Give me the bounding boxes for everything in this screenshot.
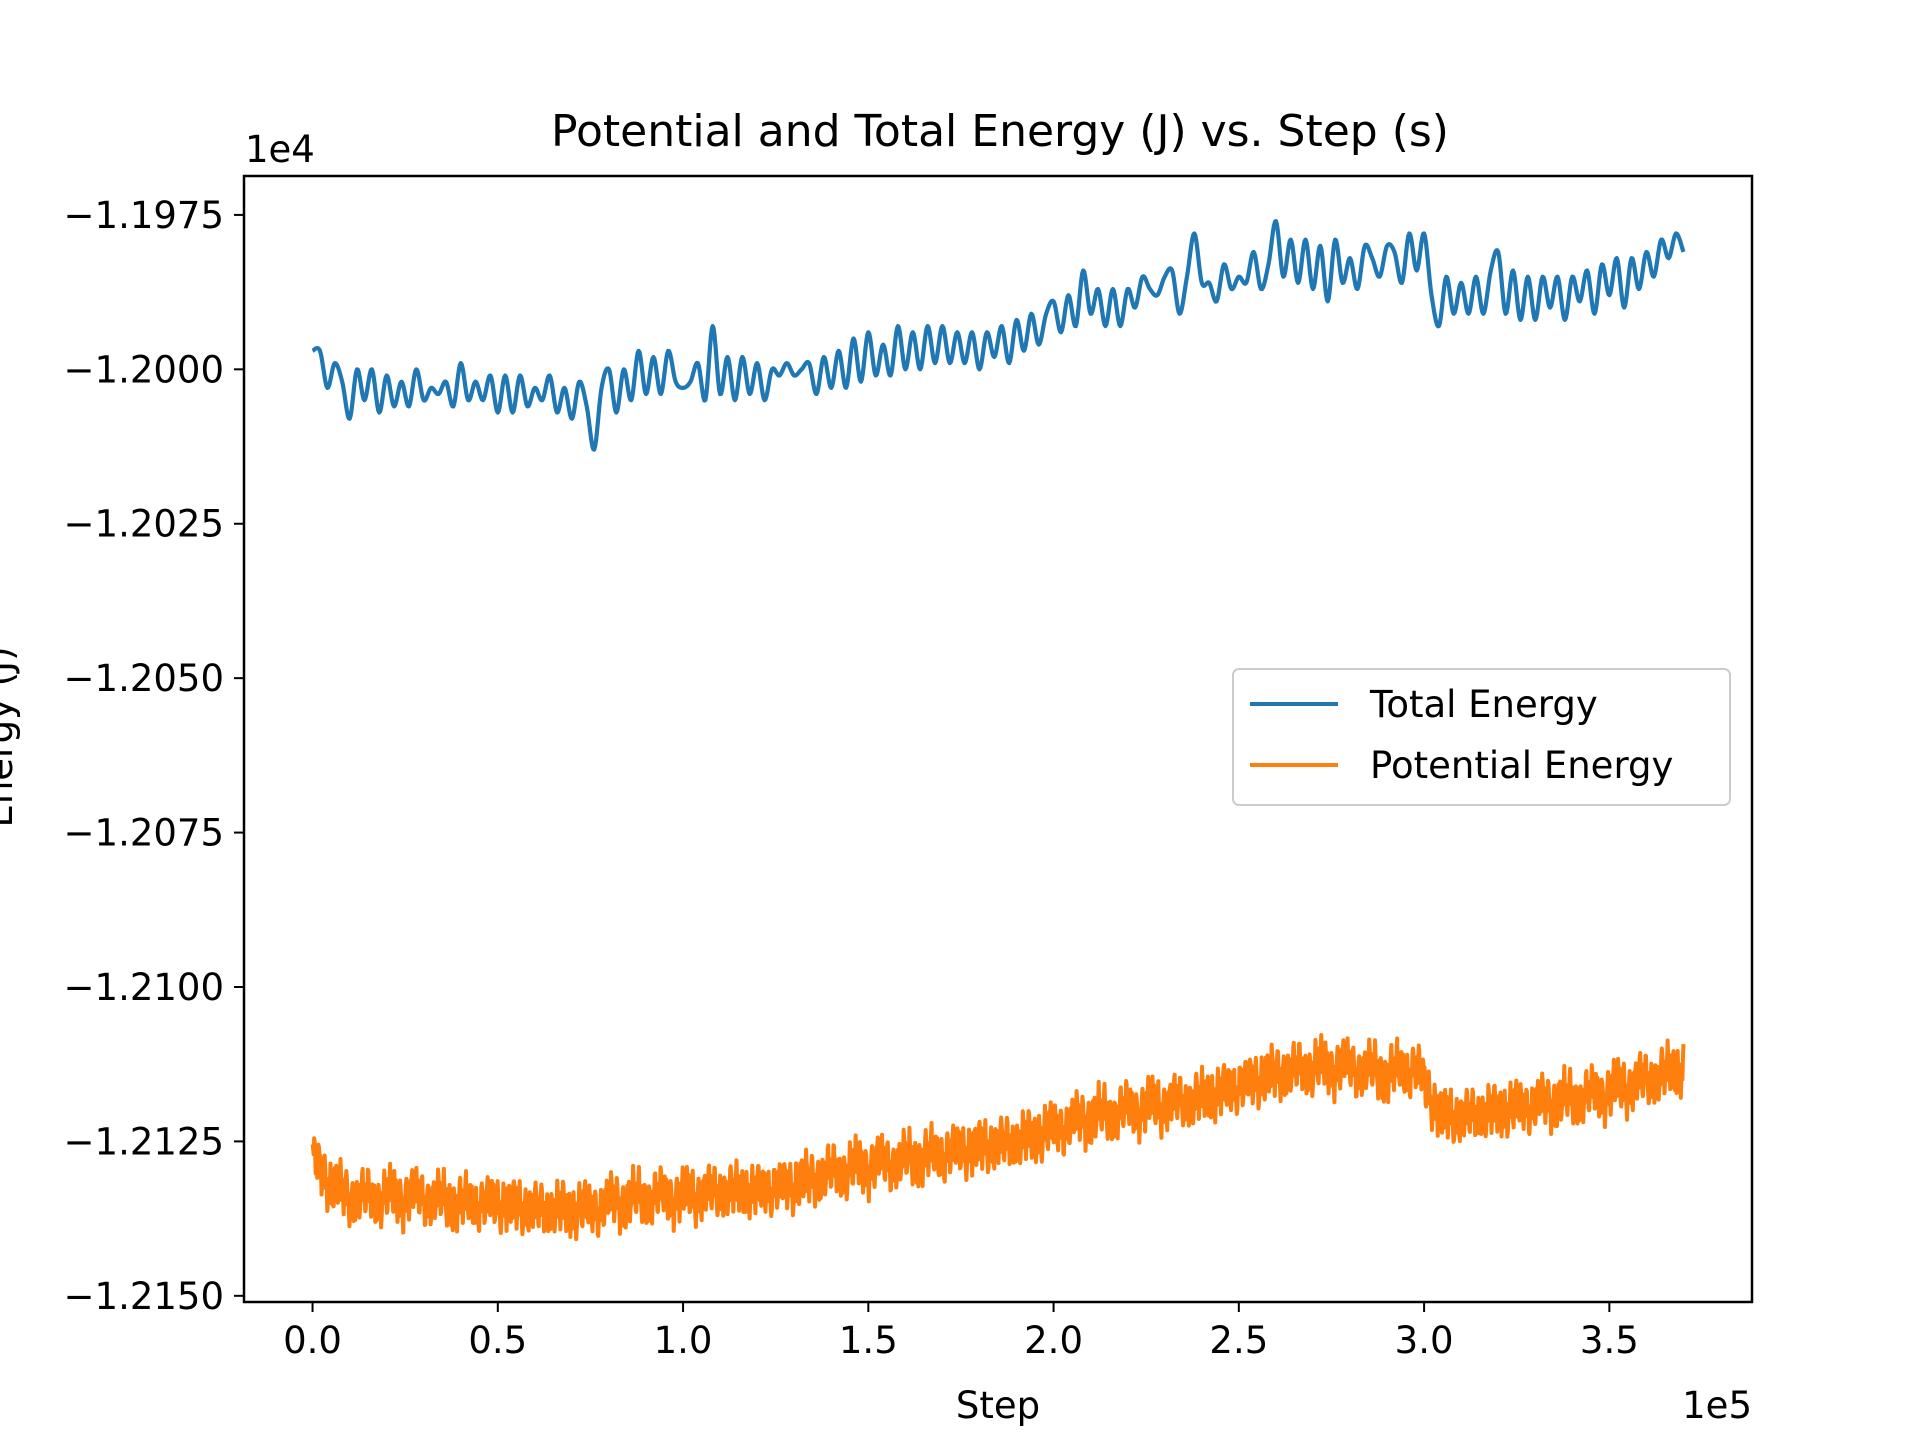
x-tick-label: 3.0 [1395, 1319, 1454, 1362]
x-tick-label: 1.0 [654, 1319, 713, 1362]
x-tick-label: 2.0 [1024, 1319, 1083, 1362]
y-axis-label: Energy (J) [0, 646, 21, 827]
plot-frame [242, 174, 1754, 1304]
legend-box [1232, 668, 1731, 806]
x-tick-label: 0.0 [283, 1319, 342, 1362]
legend: Total Energy Potential Energy [1232, 668, 1731, 806]
x-tick-label: 1.5 [839, 1319, 898, 1362]
tick-layer: 0.0 0.5 1.0 1.5 2.0 2.5 3.0 3.5 −1.1975 −1.2000 −1… [64, 194, 1639, 1362]
series-line-total-energy [311, 218, 1686, 452]
y-tick-label: −1.2125 [64, 1120, 224, 1163]
x-tick-label: 0.5 [468, 1319, 527, 1362]
y-tick-label: −1.2000 [64, 348, 224, 391]
y-tick-label: −1.1975 [64, 194, 224, 237]
x-offset-label: 1e5 [1682, 1384, 1752, 1427]
series-line-potential-energy [310, 1033, 1686, 1242]
x-axis-label: Step [956, 1384, 1040, 1427]
x-tick-label: 2.5 [1209, 1319, 1268, 1362]
chart-title: Potential and Total Energy (J) vs. Step … [551, 106, 1449, 157]
y-tick-label: −1.2150 [64, 1275, 224, 1318]
y-tick-label: −1.2075 [64, 812, 224, 855]
x-tick-label: 3.5 [1580, 1319, 1639, 1362]
y-tick-label: −1.2025 [64, 503, 224, 546]
legend-label-total-energy: Total Energy [1369, 683, 1598, 726]
y-tick-label: −1.2100 [64, 966, 224, 1009]
series-layer [310, 218, 1686, 1242]
legend-label-potential-energy: Potential Energy [1370, 744, 1673, 787]
y-offset-label: 1e4 [245, 128, 315, 171]
y-tick-label: −1.2050 [64, 657, 224, 700]
